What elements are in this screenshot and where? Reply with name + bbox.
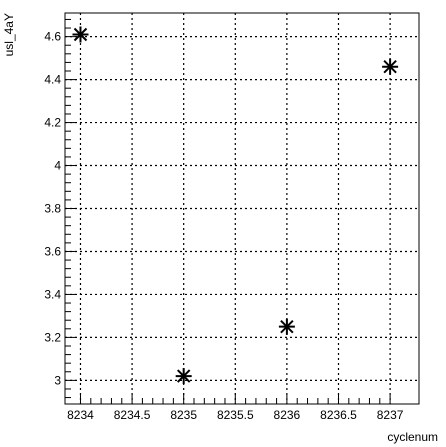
grid [65, 13, 419, 404]
data-point [72, 26, 89, 43]
data-point [278, 318, 295, 335]
data-point [382, 58, 399, 75]
y-axis-label: usl_4aY [2, 13, 16, 56]
y-tick-label: 3 [54, 373, 61, 387]
data-points [72, 26, 399, 385]
y-tick-label: 4.2 [44, 116, 61, 130]
y-tick-label: 4 [54, 159, 61, 173]
x-tick-label: 8234 [67, 408, 94, 422]
y-tick-label: 3.8 [44, 202, 61, 216]
y-tick-label: 4.6 [44, 30, 61, 44]
x-tick-label: 8236.5 [320, 408, 357, 422]
axis-ticks: 8234 8234.5 8235 8235.5 8236 8236.5 8237 3 3.2 3.… [44, 18, 404, 422]
y-tick-label: 3.6 [44, 244, 61, 258]
x-tick-label: 8234.5 [114, 408, 151, 422]
x-tick-label: 8235 [170, 408, 197, 422]
x-axis-label: cyclenum [387, 430, 438, 444]
x-tick-label: 8235.5 [217, 408, 254, 422]
y-tick-label: 3.4 [44, 287, 61, 301]
x-tick-label: 8237 [377, 408, 404, 422]
y-tick-label: 3.2 [44, 330, 61, 344]
y-tick-label: 4.4 [44, 73, 61, 87]
data-point [175, 368, 192, 385]
x-tick-label: 8236 [274, 408, 301, 422]
